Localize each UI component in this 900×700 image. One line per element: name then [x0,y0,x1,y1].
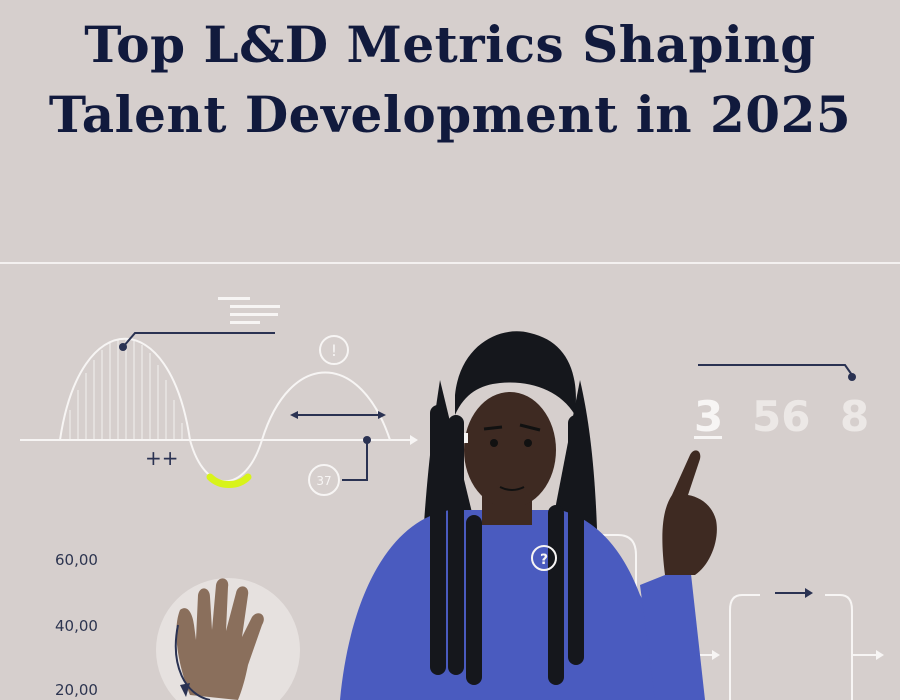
alert-icon [319,335,349,365]
digit-display: 3 56 8 [694,364,869,441]
flow-arc-1 [560,534,637,597]
digit-pointer [698,364,853,376]
hair-top [455,331,576,415]
y-label-20: 20,00 [55,681,98,699]
rotate-arc [174,624,211,700]
wave-chart: ++ ! 37 [20,332,418,496]
hand-shape [176,578,264,700]
arm-sleeve [640,565,705,700]
page-title: Top L&D Metrics Shaping Talent Developme… [0,10,900,150]
digit-3: 8 [840,392,869,441]
mouth [499,486,525,491]
digit-2: 56 [752,392,810,441]
wave-plus-label: ++ [145,446,179,470]
span-arrow-right [378,411,386,419]
digit-underline [694,436,722,439]
title-line-1: Top L&D Metrics Shaping [84,15,816,74]
divider-line [0,262,900,264]
badge-connector [342,440,368,481]
raised-hand [662,450,717,575]
wave-hatching [69,338,183,440]
question-icon [531,545,557,571]
brow-left [483,425,503,431]
character [340,331,717,700]
wave-trough-highlight [206,473,252,488]
hand-touch [156,578,300,700]
flow-arc-2 [825,594,853,700]
peak-dot [119,343,127,351]
y-label-60: 60,00 [55,551,98,569]
wave-axis-arrow [410,435,418,445]
brow-right [519,423,541,432]
digit-pointer-dot [848,373,856,381]
rotate-arrow [180,683,190,697]
digit-1: 3 [694,392,723,441]
badge-circle [308,464,340,496]
illustration: ++ ! 37 3 56 8 60,00 40,00 20,00 [20,297,884,700]
eye-right [524,439,532,447]
span-arrow-left [290,411,298,419]
flow-navy-arrowhead [805,588,813,598]
text-lines-icon [218,297,280,324]
y-axis-labels: 60,00 40,00 20,00 [55,551,98,699]
face [464,392,556,508]
eye-left [490,439,498,447]
badge-number: 37 [316,474,331,488]
earring [464,433,468,443]
question-glyph: ? [540,552,548,568]
y-label-40: 40,00 [55,617,98,635]
badge-dot [363,436,371,444]
title-line-2: Talent Development in 2025 [48,85,852,144]
alert-glyph: ! [331,341,337,360]
peak-pointer [122,332,275,348]
flow-box-right [729,594,760,700]
